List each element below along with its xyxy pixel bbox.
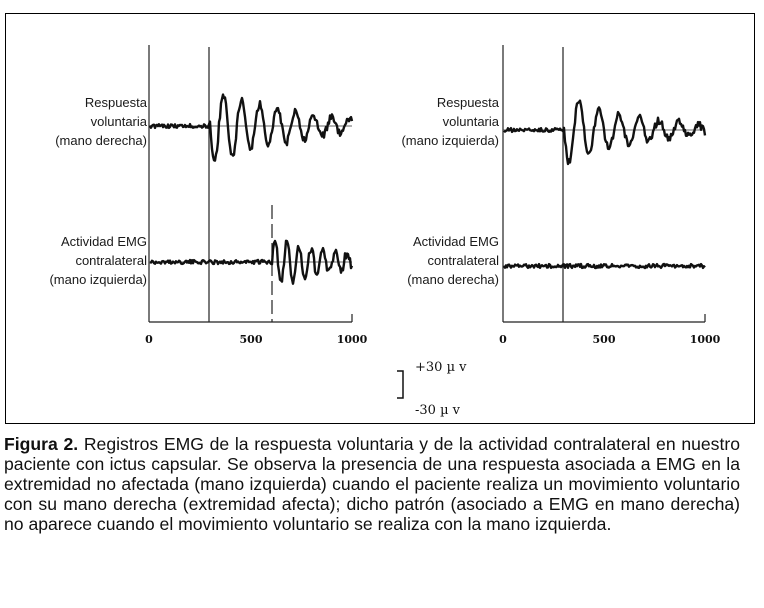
left-lower-label-line1: Actividad EMG: [61, 234, 147, 249]
left-upper-label-line2: voluntaria: [91, 114, 148, 129]
left-lower-label-line2: contralateral: [75, 253, 147, 268]
right-lower-label-line1: Actividad EMG: [413, 234, 499, 249]
figure-caption: Figura 2. Registros EMG de la respuesta …: [4, 434, 740, 534]
left-upper-emg-trace: [148, 93, 354, 162]
right-upper-label-line3: (mano izquierda): [401, 133, 499, 148]
scale-bottom-label: -30 µ v: [415, 403, 461, 418]
amplitude-scale-bar: +30 µ v -30 µ v: [397, 360, 467, 418]
right-lower-emg-trace: [502, 262, 706, 270]
right-upper-emg-trace: [503, 99, 707, 166]
emg-figure: Respuesta voluntaria (mano derecha) Acti…: [49, 45, 721, 418]
left-lower-label-line3: (mano izquierda): [49, 272, 147, 287]
left-panel: Respuesta voluntaria (mano derecha) Acti…: [49, 45, 368, 346]
right-panel: Respuesta voluntaria (mano izquierda) Ac…: [401, 45, 721, 346]
scale-top-label: +30 µ v: [415, 360, 467, 375]
left-lower-emg-trace: [149, 239, 354, 285]
left-tick-1000: 1000: [337, 333, 368, 346]
right-tick-1000: 1000: [690, 333, 721, 346]
left-upper-label-line1: Respuesta: [85, 95, 148, 110]
scale-bracket: [397, 370, 404, 399]
right-tick-0: 0: [499, 333, 507, 346]
right-upper-label-line1: Respuesta: [437, 95, 500, 110]
left-upper-label-line3: (mano derecha): [55, 133, 147, 148]
right-upper-label-line2: voluntaria: [443, 114, 500, 129]
caption-figure-label: Figura 2.: [4, 434, 79, 454]
right-tick-500: 500: [593, 333, 616, 346]
left-tick-500: 500: [240, 333, 263, 346]
left-tick-0: 0: [145, 333, 153, 346]
right-lower-label-line2: contralateral: [427, 253, 499, 268]
figure-frame: [5, 13, 755, 424]
right-lower-label-line3: (mano derecha): [407, 272, 499, 287]
caption-text: Registros EMG de la respuesta voluntaria…: [4, 434, 741, 534]
